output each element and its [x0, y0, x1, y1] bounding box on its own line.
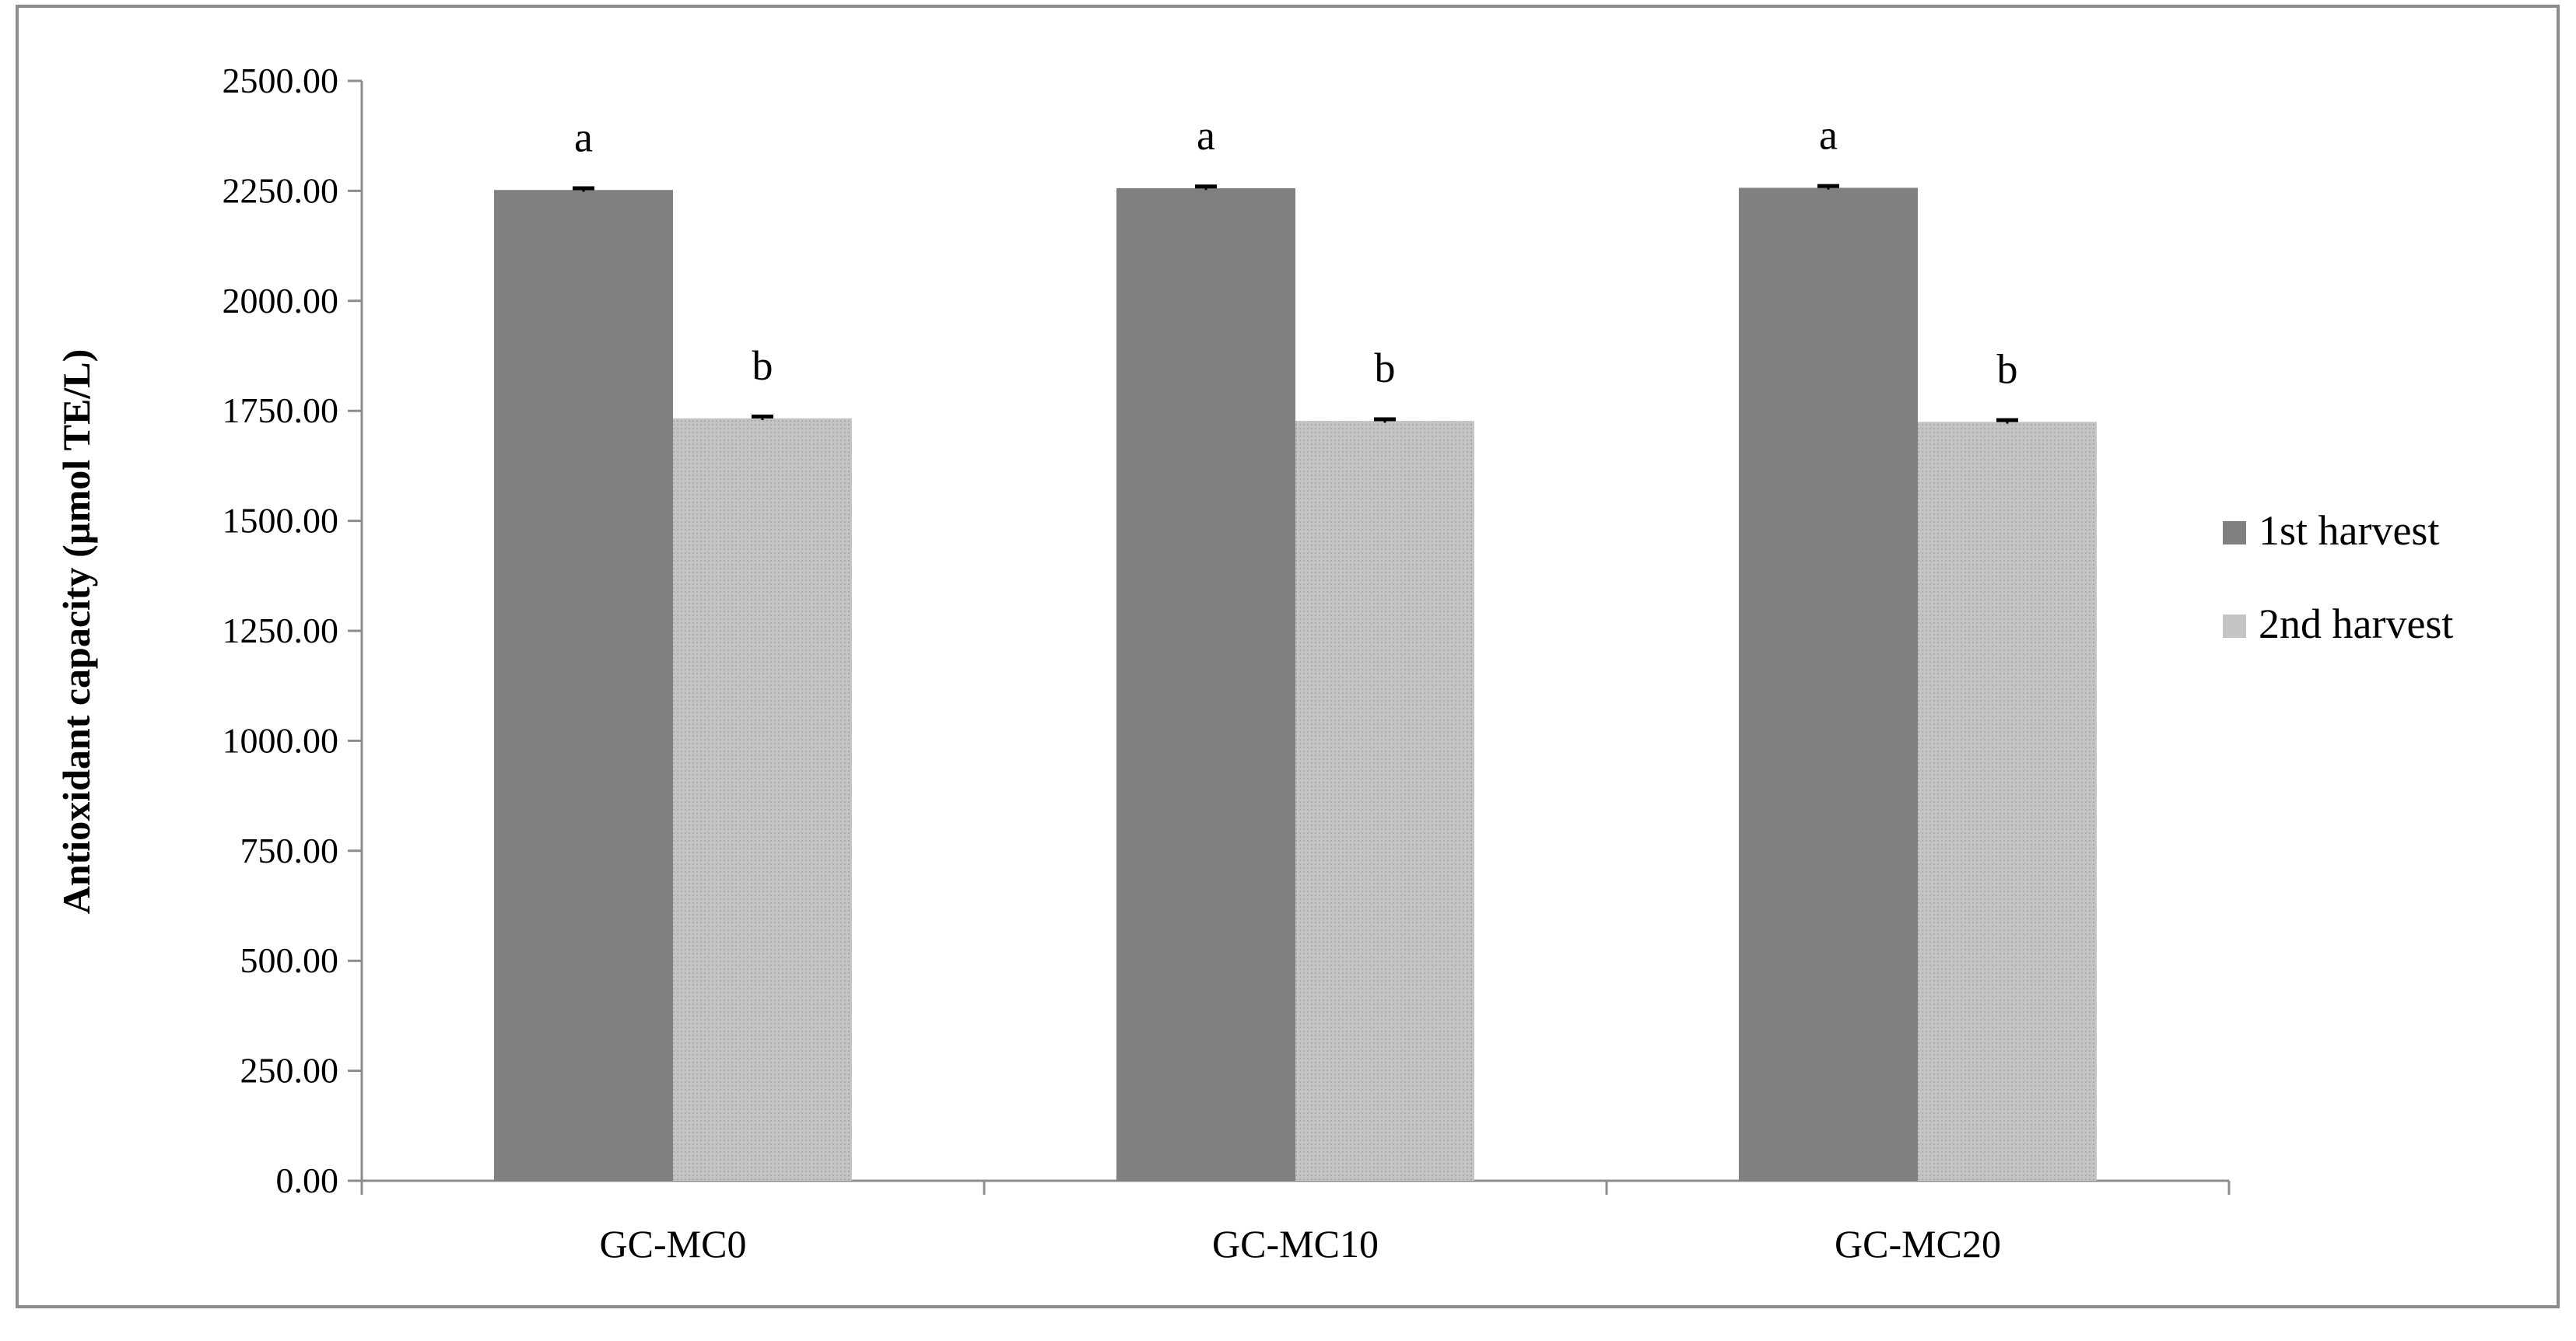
category-label: GC-MC10	[1212, 1222, 1379, 1266]
legend-swatch	[2223, 521, 2246, 544]
y-axis-label: Antioxidant capacity (µmol TE/L)	[54, 349, 98, 915]
y-tick-label: 2000.00	[223, 281, 339, 320]
bar-1	[1116, 188, 1295, 1182]
y-tick-label: 250.00	[240, 1051, 339, 1091]
bar-1	[494, 190, 673, 1181]
significance-letters: a b a b a b	[574, 111, 2017, 392]
significance-letter: b	[1997, 345, 2018, 392]
y-tick-label: 750.00	[240, 831, 339, 870]
y-axis: 0.00 250.00 500.00 750.00 1000.00 1250.00 1500…	[223, 61, 363, 1200]
legend-label: 1st harvest	[2259, 507, 2439, 554]
bar-2	[673, 418, 852, 1181]
y-tick-label: 1000.00	[223, 720, 339, 760]
y-tick-label: 1500.00	[223, 501, 339, 541]
y-tick-label: 0.00	[276, 1161, 339, 1200]
significance-letter: a	[1197, 112, 1215, 159]
significance-letter: a	[574, 114, 593, 160]
bars	[494, 184, 2097, 1182]
significance-letter: b	[1375, 345, 1396, 391]
y-tick-label: 2250.00	[223, 170, 339, 210]
y-tick-label: 2500.00	[223, 61, 339, 100]
bar-2	[1295, 421, 1474, 1181]
category-label: GC-MC0	[600, 1222, 747, 1266]
bar-1	[1739, 187, 1918, 1181]
significance-letter: a	[1819, 111, 1838, 158]
y-tick-label: 1750.00	[223, 390, 339, 430]
significance-letter: b	[752, 342, 773, 389]
legend-label: 2nd harvest	[2259, 600, 2453, 647]
legend-swatch	[2223, 614, 2246, 638]
bar-2	[1918, 422, 2097, 1181]
y-tick-label: 1250.00	[223, 611, 339, 650]
legend: 1st harvest 2nd harvest	[2223, 507, 2453, 647]
category-label: GC-MC20	[1835, 1222, 2001, 1266]
y-tick-label: 500.00	[240, 940, 339, 980]
